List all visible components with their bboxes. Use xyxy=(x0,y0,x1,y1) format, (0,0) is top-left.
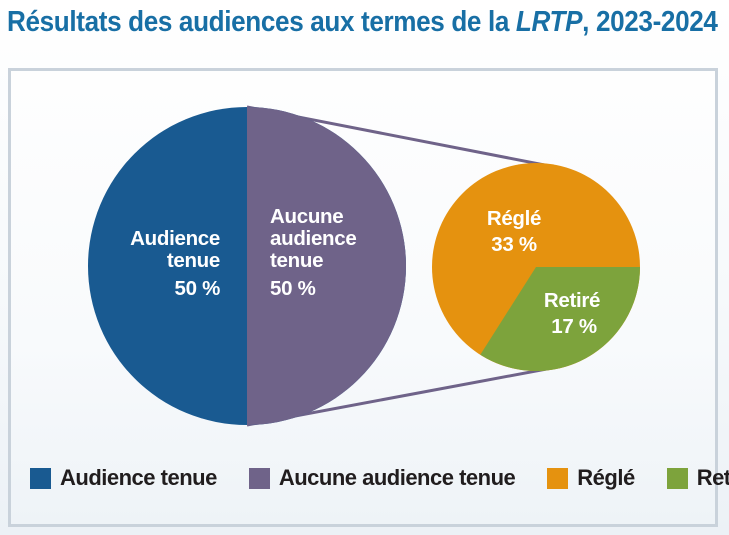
slice-retire xyxy=(480,267,640,371)
page-title-text: Résultats des audiences aux termes de la xyxy=(7,6,516,38)
legend-label: Audience tenue xyxy=(60,465,217,490)
legend-swatch xyxy=(248,467,270,489)
legend-item-audience-tenue: Audience tenue xyxy=(30,465,217,491)
label-audience-pct: 50 % xyxy=(174,277,220,300)
page-title-italic-acronym: LRTP xyxy=(515,6,583,38)
page-title: Résultats des audiences aux termes de la… xyxy=(7,6,718,39)
label-retire: Retiré xyxy=(544,289,600,312)
label-aucune-line3: tenue xyxy=(270,249,323,272)
label-regle: Réglé xyxy=(487,207,541,230)
legend-swatch xyxy=(666,467,688,489)
slice-aucune-audience-tenue xyxy=(247,107,406,425)
legend-item-regle: Réglé xyxy=(547,465,635,491)
legend-item-retire: Retiré xyxy=(666,465,729,491)
chart-legend: Audience tenue Aucune audience tenue Rég… xyxy=(30,465,729,491)
label-aucune-line1: Aucune xyxy=(270,205,343,228)
legend-swatch xyxy=(30,467,51,489)
legend-item-aucune-audience-tenue: Aucune audience tenue xyxy=(248,465,516,491)
legend-label: Aucune audience tenue xyxy=(278,465,516,490)
legend-label: Réglé xyxy=(577,465,635,490)
label-audience-line1: Audience xyxy=(130,227,220,250)
page-title-suffix: , 2023-2024 xyxy=(582,6,718,38)
label-aucune-line2: audience xyxy=(270,227,356,250)
label-audience-line2: tenue xyxy=(167,249,220,272)
label-regle-pct: 33 % xyxy=(491,233,537,256)
legend-swatch xyxy=(547,467,569,489)
label-aucune-pct: 50 % xyxy=(270,277,316,300)
legend-label: Retiré xyxy=(696,465,729,490)
label-retire-pct: 17 % xyxy=(551,315,597,338)
